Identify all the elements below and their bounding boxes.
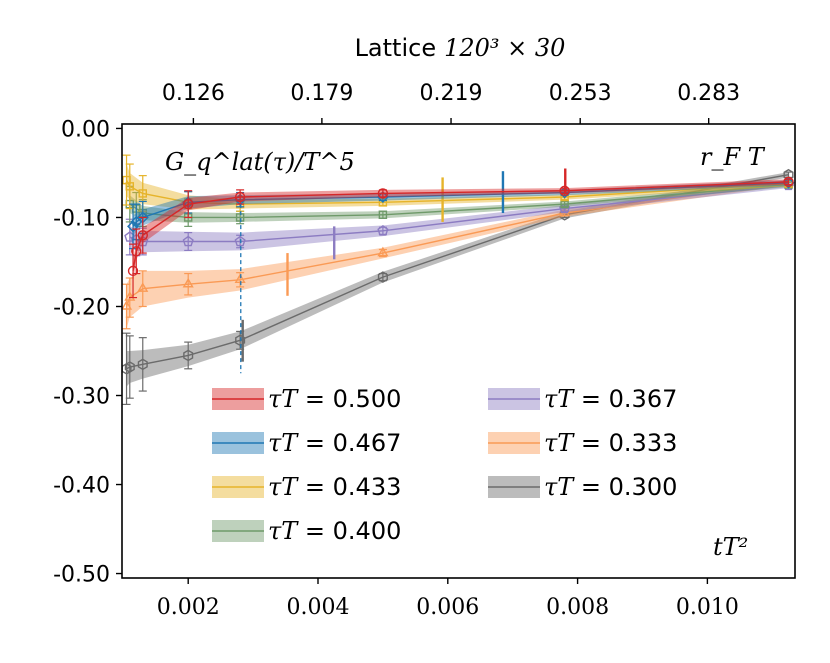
series-band <box>129 181 789 223</box>
data-point <box>782 176 795 189</box>
plot-frame <box>121 123 796 579</box>
legend-item: τT = 0.433 <box>212 473 401 501</box>
legend-item: τT = 0.400 <box>212 517 401 545</box>
data-point <box>131 246 142 257</box>
legend: τT = 0.500 τT = 0.467 τT = 0.433 τT = 0.400… <box>212 385 677 545</box>
legend-label: τT = 0.333 <box>544 429 677 457</box>
data-point <box>127 265 139 277</box>
axes: 0.00 -0.10 -0.20 -0.30 -0.40 -0.50 0.002 0.004 0… <box>53 81 740 620</box>
data-point <box>182 277 194 288</box>
series-0.400 <box>125 180 793 227</box>
series-line <box>126 174 789 370</box>
data-point <box>783 176 794 188</box>
plot-area <box>122 154 795 406</box>
data-point <box>137 358 148 371</box>
x-tick-label: 0.004 <box>287 595 350 620</box>
data-point <box>378 210 388 220</box>
data-point <box>377 188 389 199</box>
legend-item: τT = 0.300 <box>488 473 677 501</box>
legend-label: τT = 0.467 <box>268 429 401 457</box>
annotation-top-left: G_q^lat(τ)/T^5 <box>165 148 355 176</box>
legend-item: τT = 0.500 <box>212 385 401 413</box>
y-tick-label: 0.00 <box>61 117 110 142</box>
top-axis-title-math: 120³ × 30 <box>444 34 565 62</box>
data-point <box>182 198 194 210</box>
legend-item: τT = 0.367 <box>488 385 677 413</box>
top-tick-label: 0.283 <box>677 81 740 106</box>
data-point <box>377 271 388 283</box>
data-point <box>234 235 246 247</box>
series-0.500 <box>127 168 794 299</box>
data-point <box>124 291 136 301</box>
top-tick-label: 0.179 <box>290 81 353 106</box>
data-point <box>235 199 245 209</box>
data-point <box>376 191 389 203</box>
data-point <box>234 191 246 203</box>
data-point <box>125 182 135 191</box>
data-point <box>137 230 148 241</box>
data-point <box>378 198 388 207</box>
top-axis-title: Lattice 120³ × 30 <box>355 34 566 62</box>
top-tick-label: 0.219 <box>420 81 483 106</box>
y-tick-label: -0.50 <box>53 563 110 588</box>
data-point <box>122 300 133 310</box>
data-point <box>183 349 194 362</box>
x-tick-label: 0.008 <box>546 595 609 620</box>
top-tick-label: 0.253 <box>549 81 612 106</box>
legend-label: τT = 0.300 <box>544 473 677 501</box>
data-point <box>235 213 245 222</box>
data-point <box>137 282 149 292</box>
data-point <box>124 231 136 242</box>
y-tick-label: -0.30 <box>53 385 110 410</box>
data-point <box>138 189 148 198</box>
y-tick-label: -0.40 <box>53 474 110 499</box>
legend-item: τT = 0.467 <box>212 429 401 457</box>
plot-content <box>122 154 795 406</box>
series-line <box>132 181 789 271</box>
data-point <box>183 213 193 222</box>
series-line <box>125 179 789 205</box>
x-tick-label: 0.010 <box>676 595 739 620</box>
series-band <box>129 182 789 253</box>
data-point <box>377 224 389 236</box>
top-axis-title-text: Lattice <box>355 34 437 62</box>
x-axis-label: tT² <box>713 533 748 561</box>
series-line <box>129 183 789 219</box>
data-point <box>124 361 135 373</box>
x-tick-label: 0.006 <box>416 595 479 620</box>
data-point <box>377 246 389 257</box>
legend-label: τT = 0.500 <box>268 385 401 413</box>
data-point <box>182 235 194 247</box>
top-tick-label: 0.126 <box>162 81 225 106</box>
series-0.300 <box>122 168 794 406</box>
annotation-top-right: r_F T <box>700 143 766 171</box>
legend-label: τT = 0.367 <box>544 385 677 413</box>
y-tick-label: -0.20 <box>53 295 110 320</box>
y-tick-label: -0.10 <box>53 206 110 231</box>
legend-label: τT = 0.433 <box>268 473 401 501</box>
legend-item: τT = 0.333 <box>488 429 677 457</box>
legend-label: τT = 0.400 <box>268 517 401 545</box>
x-tick-label: 0.002 <box>157 595 220 620</box>
